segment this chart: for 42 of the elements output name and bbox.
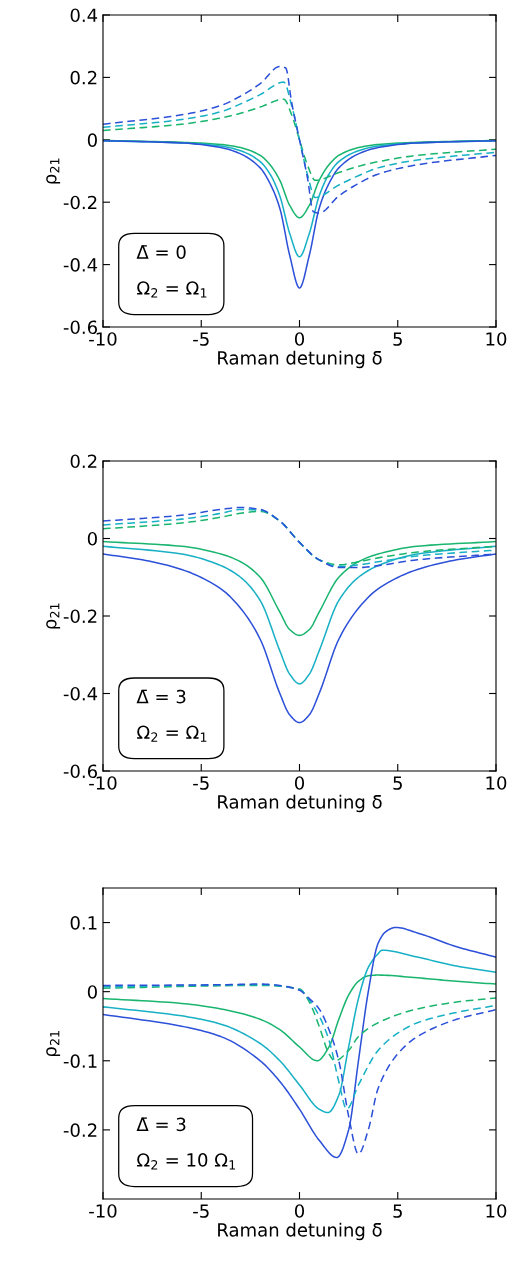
x-tick-label: 10 xyxy=(486,776,507,790)
y-tick-label: 0.2 xyxy=(70,454,97,469)
annotation: Δ̄ = 3 xyxy=(136,689,186,704)
y-tick-label: 0 xyxy=(87,531,97,546)
x-tick-label: -10 xyxy=(89,1204,117,1218)
y-tick-label: -0.6 xyxy=(63,764,97,779)
y-tick-label: 0 xyxy=(87,985,97,999)
y-tick-label: -0.2 xyxy=(63,195,97,210)
x-tick-label: 10 xyxy=(486,1204,507,1218)
annotation: Ω$_{2}$ = Ω$_{1}$ xyxy=(137,281,207,298)
x-tick-label: -5 xyxy=(193,1204,209,1218)
y-tick-label: 0.2 xyxy=(70,70,97,85)
x-axis-title: Raman detuning δ̄ xyxy=(218,350,382,369)
x-tick-label: 5 xyxy=(393,1204,402,1218)
y-tick-label: 0.1 xyxy=(70,916,97,930)
x-tick-label: -5 xyxy=(193,776,209,790)
y-axis-title: ρ$_{21}$ xyxy=(46,158,61,184)
x-tick-label: -5 xyxy=(193,332,209,346)
annotation: Δ̄ = 0 xyxy=(136,245,186,259)
x-tick-label: 5 xyxy=(393,776,402,790)
x-tick-label: -10 xyxy=(89,776,117,790)
x-tick-label: 0 xyxy=(294,332,305,346)
y-axis-title: ρ$_{21}$ xyxy=(46,1031,61,1057)
x-tick-label: 10 xyxy=(486,332,507,346)
y-tick-label: -0.4 xyxy=(63,258,98,272)
y-tick-label: -0.6 xyxy=(63,320,97,335)
x-axis-title: Raman detuning δ̄ xyxy=(218,1222,382,1241)
x-tick-label: 0 xyxy=(294,1204,305,1218)
annotation: Δ̄ = 3 xyxy=(136,1117,186,1132)
x-tick-label: 0 xyxy=(294,776,305,790)
x-axis-title: Raman detuning δ̄ xyxy=(218,794,382,813)
annotation: Ω$_{2}$ = 10 Ω$_{1}$ xyxy=(137,1153,236,1170)
y-tick-label: 0.4 xyxy=(70,8,98,23)
y-axis-title: ρ$_{21}$ xyxy=(46,603,61,629)
x-tick-label: 5 xyxy=(393,332,402,346)
y-tick-label: -0.4 xyxy=(63,686,98,701)
x-tick-label: -10 xyxy=(89,332,117,346)
y-tick-label: -0.1 xyxy=(63,1054,97,1068)
y-tick-label: -0.2 xyxy=(63,1123,97,1138)
y-tick-label: -0.2 xyxy=(63,609,97,624)
y-tick-label: 0 xyxy=(87,133,97,147)
annotation: Ω$_{2}$ = Ω$_{1}$ xyxy=(137,725,207,742)
